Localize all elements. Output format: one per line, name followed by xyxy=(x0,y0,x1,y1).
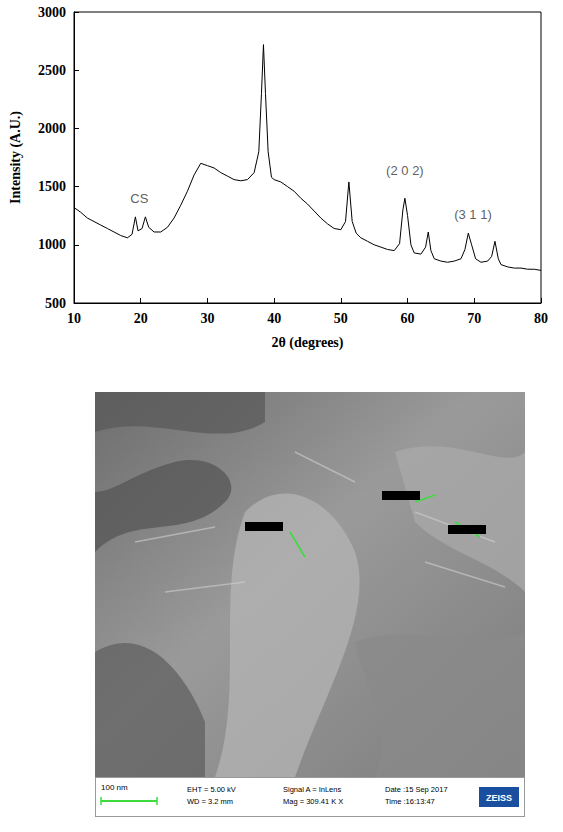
svg-text:1000: 1000 xyxy=(38,237,66,252)
svg-text:2θ (degrees): 2θ (degrees) xyxy=(272,335,344,351)
svg-text:(2 0 2): (2 0 2) xyxy=(386,163,424,178)
svg-text:Intensity (A.U.): Intensity (A.U.) xyxy=(8,111,24,204)
svg-text:(3 1 1): (3 1 1) xyxy=(454,207,492,222)
svg-text:2500: 2500 xyxy=(38,63,66,78)
svg-text:80: 80 xyxy=(534,311,548,326)
svg-text:50: 50 xyxy=(334,311,348,326)
svg-text:20: 20 xyxy=(134,311,148,326)
svg-text:2000: 2000 xyxy=(38,121,66,136)
svg-text:EHT = 5.00 kV: EHT = 5.00 kV xyxy=(187,785,236,794)
svg-text:10: 10 xyxy=(67,311,81,326)
svg-text:Signal A = InLens: Signal A = InLens xyxy=(283,785,341,794)
svg-text:60: 60 xyxy=(401,311,415,326)
svg-text:70: 70 xyxy=(467,311,481,326)
svg-text:40: 40 xyxy=(267,311,281,326)
svg-text:CS: CS xyxy=(130,191,148,206)
svg-text:Time :16:13:47: Time :16:13:47 xyxy=(385,797,435,806)
svg-text:3000: 3000 xyxy=(38,5,66,20)
svg-text:1500: 1500 xyxy=(38,179,66,194)
svg-text:500: 500 xyxy=(45,296,66,311)
svg-text:Date :15 Sep 2017: Date :15 Sep 2017 xyxy=(385,785,448,794)
svg-text:ZEISS: ZEISS xyxy=(486,793,512,803)
svg-text:Mag = 309.41 K X: Mag = 309.41 K X xyxy=(283,797,343,806)
svg-text:30: 30 xyxy=(200,311,214,326)
svg-text:WD = 3.2 mm: WD = 3.2 mm xyxy=(187,797,233,806)
svg-text:100 nm: 100 nm xyxy=(101,783,128,792)
